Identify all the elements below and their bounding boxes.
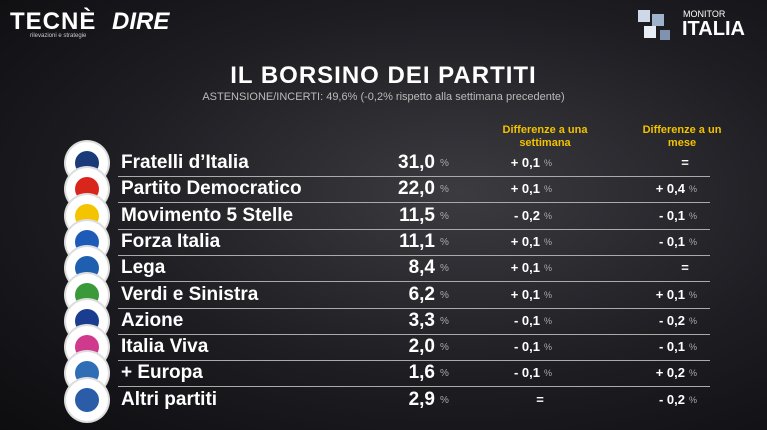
party-name: + Europa: [121, 362, 203, 384]
logo-tecne-sub: rilevazioni e strategie: [30, 33, 87, 39]
difference: =: [681, 155, 689, 170]
unit: %: [544, 342, 553, 353]
unit: %: [689, 289, 698, 300]
logo-tecne: TECNÈ: [10, 8, 97, 35]
party-name: Azione: [121, 309, 184, 331]
difference: - 0,2: [513, 207, 540, 223]
difference: - 0,1: [513, 339, 540, 355]
party-value: 22,0: [398, 178, 435, 200]
party-name: Altri partiti: [121, 388, 218, 410]
party-name: Italia Viva: [121, 336, 209, 358]
row-separator: [118, 281, 710, 283]
row-separator: [118, 307, 710, 309]
party-logo: [66, 378, 108, 421]
difference: - 0,1: [658, 339, 685, 355]
difference: + 0,2: [655, 365, 685, 381]
party-value: 11,1: [399, 230, 435, 252]
difference: =: [536, 391, 544, 407]
difference: + 0,1: [510, 155, 540, 170]
unit: %: [440, 289, 449, 301]
unit: %: [440, 158, 449, 169]
party-value: 11,5: [399, 204, 435, 226]
column-header: Differenze a un mese: [642, 124, 722, 149]
row-separator: [118, 176, 710, 177]
party-name: Verdi e Sinistra: [121, 283, 259, 305]
difference: - 0,2: [658, 391, 685, 407]
party-name: Lega: [121, 257, 166, 279]
row-separator: [118, 386, 710, 388]
party-name: Fratelli d’Italia: [121, 152, 249, 173]
unit: %: [544, 236, 553, 247]
party-name: Forza Italia: [121, 230, 221, 252]
unit: %: [544, 210, 553, 221]
unit: %: [440, 342, 449, 354]
logo-monitor: MONITOR: [683, 9, 726, 19]
row-separator: [118, 202, 710, 204]
row-separator: [118, 228, 710, 230]
subtitle: ASTENSIONE/INCERTI: 49,6% (-0,2% rispett…: [202, 91, 565, 103]
unit: %: [440, 394, 449, 406]
unit: %: [544, 315, 553, 326]
difference: + 0,1: [510, 233, 540, 249]
unit: %: [689, 394, 698, 405]
party-value: 8,4: [408, 257, 435, 279]
unit: %: [544, 263, 553, 274]
unit: %: [440, 368, 449, 380]
difference: - 0,2: [658, 312, 685, 328]
row-separator: [118, 360, 710, 362]
difference: - 0,1: [658, 233, 685, 249]
difference: - 0,1: [513, 365, 540, 381]
difference: - 0,1: [513, 312, 540, 328]
unit: %: [689, 210, 698, 221]
unit: %: [689, 342, 698, 353]
difference: + 0,1: [510, 260, 540, 276]
party-value: 31,0: [398, 152, 435, 173]
title: IL BORSINO DEI PARTITI: [230, 62, 537, 89]
party-name: Partito Democratico: [121, 178, 302, 200]
unit: %: [440, 184, 449, 196]
unit: %: [689, 184, 698, 195]
unit: %: [544, 289, 553, 300]
unit: %: [440, 315, 449, 327]
party-value: 2,0: [408, 336, 435, 358]
party-value: 3,3: [408, 309, 435, 331]
unit: %: [689, 368, 698, 379]
unit: %: [440, 236, 449, 248]
unit: %: [689, 315, 698, 326]
unit: %: [544, 184, 553, 195]
party-name: Movimento 5 Stelle: [121, 204, 294, 226]
party-value: 6,2: [408, 283, 435, 305]
difference: =: [681, 260, 689, 276]
unit: %: [440, 263, 449, 275]
difference: + 0,1: [655, 286, 685, 302]
unit: %: [544, 368, 553, 379]
party-value: 1,6: [408, 362, 435, 384]
logo-icon: [638, 10, 670, 40]
difference: + 0,1: [510, 181, 540, 197]
difference: - 0,1: [658, 207, 685, 223]
row-separator: [118, 333, 710, 335]
difference: + 0,1: [510, 286, 540, 302]
unit: %: [544, 158, 553, 168]
unit: %: [440, 210, 449, 222]
column-header: Differenze a una settimana: [502, 124, 588, 149]
logo-italia: ITALIA: [682, 18, 745, 40]
party-value: 2,9: [408, 388, 435, 410]
unit: %: [689, 236, 698, 247]
row-separator: [118, 254, 710, 256]
logo-dire: DIRE: [112, 8, 170, 35]
difference: + 0,4: [655, 181, 685, 197]
